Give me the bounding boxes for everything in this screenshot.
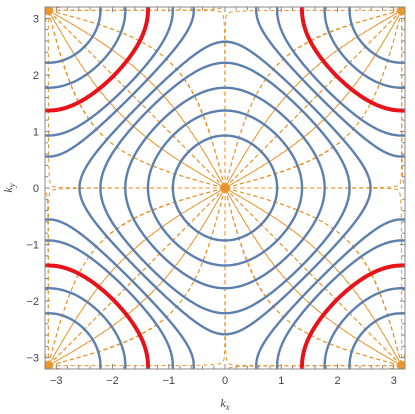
y-tick-label: 2 <box>33 70 39 82</box>
contour-line <box>124 86 326 290</box>
gradient-line <box>49 7 55 11</box>
gradient-line <box>46 366 49 369</box>
y-tick-label: −3 <box>26 353 39 365</box>
gradient-line <box>48 187 226 365</box>
highlighted-contour <box>45 7 405 369</box>
gradient-line <box>395 7 401 11</box>
gradient-line <box>224 187 401 366</box>
gradient-line <box>224 10 402 189</box>
gradient-line <box>49 7 63 11</box>
y-tick-label: −2 <box>26 296 39 308</box>
gradient-line <box>45 365 48 368</box>
gradient-line <box>224 187 402 366</box>
gradient-line <box>401 358 405 365</box>
gradient-line <box>48 10 226 189</box>
contour-line <box>45 7 405 369</box>
gradient-line <box>401 11 405 18</box>
gradient-line <box>401 366 404 369</box>
gradient-line <box>223 187 403 365</box>
x-tick-label: −1 <box>162 375 175 387</box>
contour-line <box>99 61 351 315</box>
gradient-line <box>387 7 401 11</box>
contour-lines <box>45 7 405 369</box>
gradient-line <box>401 11 405 187</box>
gradient-line <box>401 351 405 365</box>
y-axis-label: ky <box>1 183 17 192</box>
y-tick-label: 3 <box>33 13 39 25</box>
y-tick-label: 0 <box>33 183 39 195</box>
gradient-line <box>224 9 401 190</box>
contour-line <box>45 7 405 369</box>
x-tick-label: 0 <box>222 375 228 387</box>
gradient-line <box>48 187 226 366</box>
gradient-lines <box>45 7 405 369</box>
gradient-line <box>226 365 401 369</box>
x-tick-label: 1 <box>278 375 284 387</box>
x-tick-label: −3 <box>50 375 63 387</box>
gradient-line <box>45 8 48 11</box>
y-tick-label: −1 <box>26 240 39 252</box>
contour-line <box>45 7 405 369</box>
gradient-line <box>49 7 224 11</box>
axis-ticks: −3 −2 −1 0 1 2 3 −3 −2 −1 0 1 2 3 <box>26 6 406 387</box>
x-axis-label: kx <box>220 396 229 412</box>
contour-line <box>78 40 372 336</box>
gradient-line <box>45 189 49 365</box>
contour-line <box>45 7 405 369</box>
y-tick-label: 1 <box>33 126 39 138</box>
gradient-line <box>402 7 405 10</box>
gradient-line <box>47 11 227 189</box>
x-tick-label: 2 <box>334 375 340 387</box>
gradient-line <box>401 11 405 25</box>
contour-line <box>146 109 304 267</box>
x-tick-label: 3 <box>391 375 397 387</box>
gradient-line <box>49 186 226 367</box>
highlighted-contour-line <box>45 7 405 369</box>
x-tick-label: −2 <box>106 375 119 387</box>
contour-line <box>171 134 279 242</box>
gradient-line <box>400 366 402 369</box>
